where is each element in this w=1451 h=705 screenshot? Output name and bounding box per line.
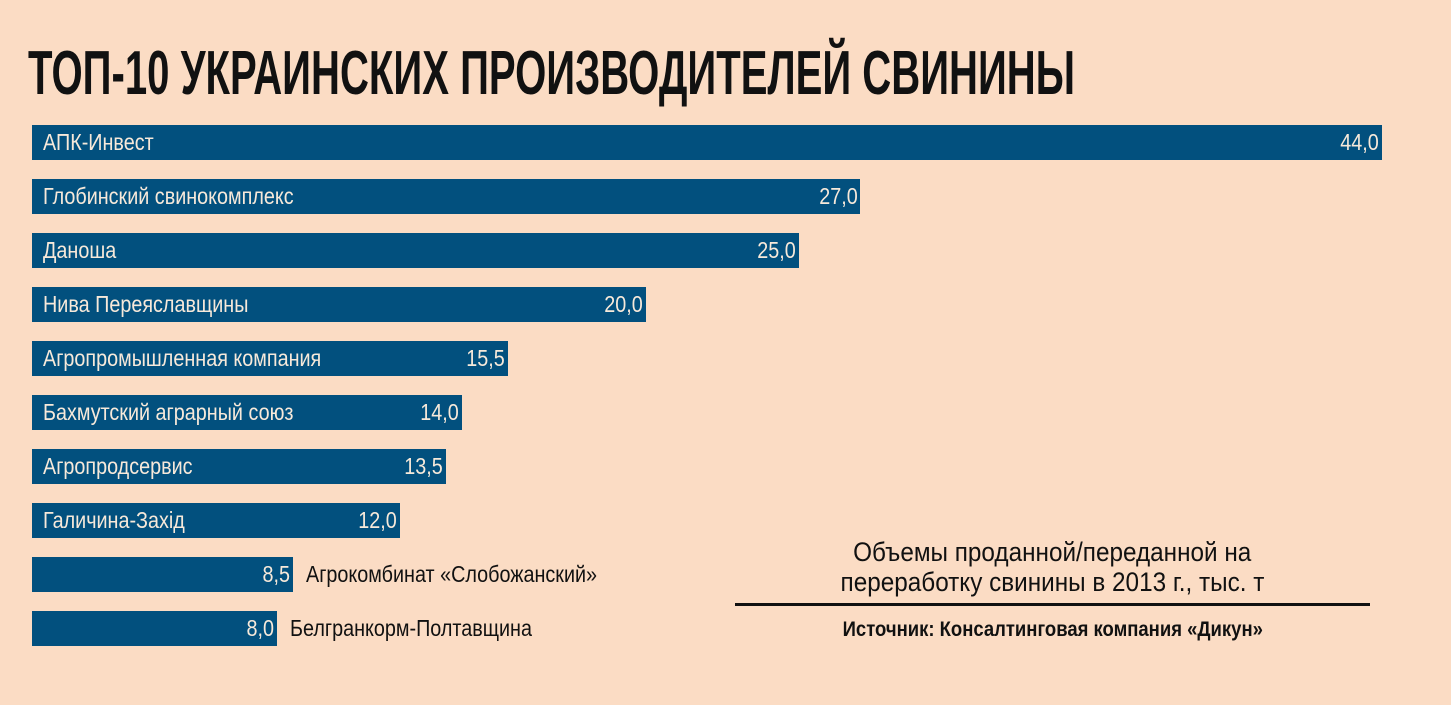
category-label: Агрокомбинат «Слобожанский» xyxy=(305,561,597,587)
value-label: 15,5 xyxy=(466,345,505,371)
category-label: Глобинский свинокомплекс xyxy=(43,183,294,209)
units-note-line-1: Объемы проданной/переданной на xyxy=(853,537,1252,567)
category-label: Белгранкорм-Полтавщина xyxy=(290,615,533,641)
category-label: Галичина-Захід xyxy=(43,507,185,533)
bar xyxy=(32,395,462,430)
value-label: 20,0 xyxy=(604,291,643,317)
value-label: 13,5 xyxy=(404,453,444,479)
bar xyxy=(32,503,401,538)
value-label: 27,0 xyxy=(818,183,858,209)
chart-title-text: ТОП-10 УКРАИНСКИХ ПРОИЗВОДИТЕЛЕЙ СВИНИНЫ xyxy=(28,38,1075,108)
value-label: 25,0 xyxy=(757,237,797,263)
value-label: 8,5 xyxy=(262,561,290,587)
value-label: 44,0 xyxy=(1340,129,1379,155)
bar xyxy=(32,341,508,376)
value-label: 8,0 xyxy=(246,615,275,641)
bar xyxy=(32,611,278,646)
bar xyxy=(32,233,800,268)
value-label: 12,0 xyxy=(358,507,398,533)
value-label: 14,0 xyxy=(420,399,459,425)
category-label: Даноша xyxy=(43,237,117,263)
category-label: АПК-Инвест xyxy=(43,129,154,155)
category-label: Агропромышленная компания xyxy=(43,345,322,371)
source-text: Источник: Консалтинговая компания «Дикун… xyxy=(842,618,1263,641)
divider xyxy=(735,603,1370,606)
category-label: Агропродсервис xyxy=(43,453,193,479)
category-label: Бахмутский аграрный союз xyxy=(43,399,294,425)
bar xyxy=(32,125,1382,160)
units-note-line-2: переработку свинины в 2013 г., тыс. т xyxy=(840,567,1265,597)
units-note: Объемы проданной/переданной на переработ… xyxy=(735,537,1370,597)
chart-title: ТОП-10 УКРАИНСКИХ ПРОИЗВОДИТЕЛЕЙ СВИНИНЫ xyxy=(28,38,1075,108)
category-label: Нива Переяславщины xyxy=(43,291,249,317)
bar xyxy=(32,557,293,592)
bar xyxy=(32,449,447,484)
source-note: Источник: Консалтинговая компания «Дикун… xyxy=(735,617,1370,643)
bar xyxy=(32,179,861,214)
bar xyxy=(32,287,646,322)
